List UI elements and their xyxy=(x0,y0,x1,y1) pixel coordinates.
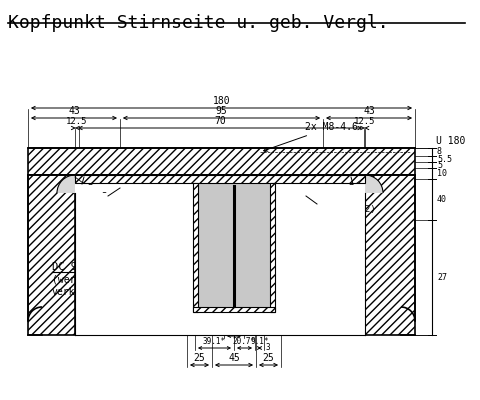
Text: 3: 3 xyxy=(87,177,93,187)
Bar xyxy=(75,175,364,183)
Text: 43: 43 xyxy=(362,106,374,116)
Text: U 45x40x3: U 45x40x3 xyxy=(279,270,332,280)
Text: 25: 25 xyxy=(262,353,274,363)
Text: 5.5: 5.5 xyxy=(436,154,451,164)
Bar xyxy=(192,183,198,312)
Bar xyxy=(28,175,75,335)
Text: DC 993: DC 993 xyxy=(52,262,89,272)
Text: 2: 2 xyxy=(101,192,107,202)
Text: 95: 95 xyxy=(215,106,227,116)
Text: (werksseitig: (werksseitig xyxy=(52,275,122,285)
Text: 12.5: 12.5 xyxy=(353,117,375,126)
Bar xyxy=(28,148,414,175)
Wedge shape xyxy=(364,175,382,193)
Text: 0.7*: 0.7* xyxy=(224,321,243,330)
Text: 2x M8-4.6: 2x M8-4.6 xyxy=(263,122,357,151)
Text: 3: 3 xyxy=(265,344,270,352)
Text: 9.1*: 9.1* xyxy=(250,337,268,346)
Text: 20.7*: 20.7* xyxy=(232,337,255,346)
Bar xyxy=(269,183,275,312)
Text: U 180: U 180 xyxy=(435,136,465,146)
Bar xyxy=(192,307,275,312)
Bar xyxy=(198,183,269,307)
Wedge shape xyxy=(57,175,75,193)
Text: 25: 25 xyxy=(193,353,205,363)
Text: 10: 10 xyxy=(436,169,446,178)
Text: 10: 10 xyxy=(233,325,243,334)
Text: 70: 70 xyxy=(214,116,226,126)
Text: Kopfpunkt Stirnseite u. geb. Vergl.: Kopfpunkt Stirnseite u. geb. Vergl. xyxy=(8,14,388,32)
Text: 3: 3 xyxy=(347,177,353,187)
Text: 8: 8 xyxy=(436,148,441,156)
Text: 10: 10 xyxy=(224,325,233,334)
Text: 45: 45 xyxy=(228,353,240,363)
Text: 2: 2 xyxy=(317,200,323,210)
Bar xyxy=(364,175,414,335)
Text: Bl 95x5: Bl 95x5 xyxy=(304,195,346,205)
Bar xyxy=(75,175,364,335)
Text: 39.1*: 39.1* xyxy=(203,337,226,346)
Text: 12.5: 12.5 xyxy=(66,117,87,126)
Text: 43: 43 xyxy=(68,106,80,116)
Bar xyxy=(75,193,364,335)
Text: (AlMgSi0,5 F22): (AlMgSi0,5 F22) xyxy=(279,281,360,290)
Text: 40: 40 xyxy=(436,195,446,204)
Text: 180: 180 xyxy=(212,96,230,106)
Text: 27: 27 xyxy=(436,273,446,282)
Text: verklebt): verklebt) xyxy=(52,286,105,296)
Text: 5: 5 xyxy=(436,160,441,170)
Text: (AlMgSi0,5 F22): (AlMgSi0,5 F22) xyxy=(294,205,375,214)
